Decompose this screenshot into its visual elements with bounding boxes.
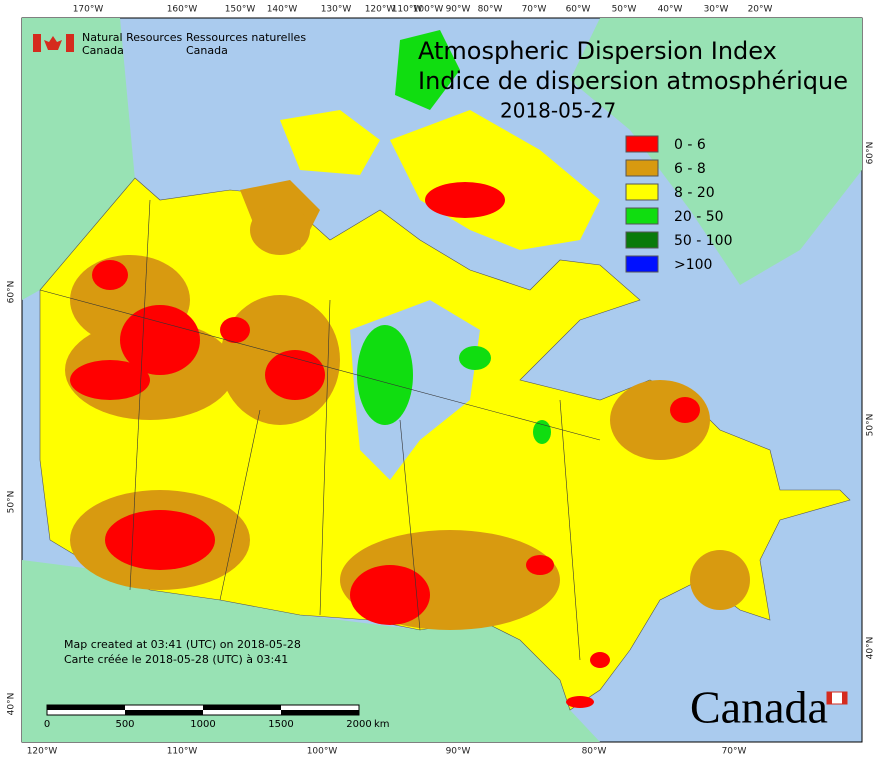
- scale-segment: [203, 705, 281, 710]
- title: Atmospheric Dispersion Index: [418, 37, 777, 65]
- lon-label: 50°W: [612, 5, 637, 15]
- baffin-island: [390, 110, 600, 250]
- scale-bar: 0 500 1000 1500 2000 km: [44, 704, 390, 730]
- province-borders: [39, 199, 601, 661]
- maple-leaf: [44, 36, 62, 50]
- lon-label: 80°W: [478, 5, 503, 15]
- canada-wordmark: Canada: [690, 682, 828, 733]
- lon-label: 160°W: [167, 5, 198, 15]
- agency-en: Canada: [82, 44, 124, 57]
- legend-swatch: [625, 231, 659, 249]
- lon-label: 40°W: [658, 5, 683, 15]
- lon-label: 100°W: [413, 5, 444, 15]
- lon-label: 110°W: [167, 747, 198, 757]
- lon-label: 70°W: [722, 747, 747, 757]
- wordmark: Canada: [690, 682, 848, 733]
- arctic-island: [280, 110, 380, 175]
- legend-label: >100: [674, 257, 712, 273]
- lon-label: 70°W: [522, 5, 547, 15]
- footer: Map created at 03:41 (UTC) on 2018-05-28: [64, 638, 301, 651]
- scale-segment: [281, 710, 359, 715]
- title: Indice de dispersion atmosphérique: [418, 67, 848, 95]
- scale-segment: [47, 705, 125, 710]
- legend-swatch: [625, 135, 659, 153]
- lat-label: 40°N: [866, 637, 876, 660]
- red-zones: [70, 182, 700, 708]
- lon-label: 90°W: [446, 5, 471, 15]
- wordmark-flag: [827, 692, 832, 704]
- scale-label: 0: [44, 719, 50, 730]
- graticule-labels: 170°W 160°W 150°W 140°W 130°W 120°W110°W100°W…: [7, 5, 876, 757]
- scale-segment: [125, 710, 203, 715]
- legend-label: 6 - 8: [674, 161, 706, 177]
- map-frame: [21, 17, 863, 743]
- lat-label: 60°N: [866, 142, 876, 165]
- lat-label: 50°N: [7, 491, 17, 514]
- legend-label: 50 - 100: [674, 233, 733, 249]
- greenland: [570, 18, 862, 285]
- lon-label: 110°W: [392, 5, 423, 15]
- usa: [22, 560, 600, 742]
- lon-label: 20°W: [748, 5, 773, 15]
- lon-label: 130°W: [321, 5, 352, 15]
- legend-label: 8 - 20: [674, 185, 715, 201]
- lon-label: 150°W: [225, 5, 256, 15]
- legend-swatch: [625, 183, 659, 201]
- flag-bar: [66, 34, 74, 52]
- legend-label: 0 - 6: [674, 137, 706, 153]
- lon-label: 90°W: [446, 747, 471, 757]
- footer: Carte créée le 2018-05-28 (UTC) à 03:41: [64, 653, 288, 666]
- agency-fr: Ressources naturelles: [186, 31, 306, 44]
- wordmark-flag: [842, 692, 847, 704]
- legend-swatch: [625, 159, 659, 177]
- flag-bar: [33, 34, 41, 52]
- lon-label: 100°W: [307, 747, 338, 757]
- lat-label: 50°N: [866, 414, 876, 437]
- agency-signature: Natural Resources Canada Ressources natu…: [33, 31, 306, 57]
- legend-swatch: [625, 207, 659, 225]
- scale-label: 1500: [268, 719, 293, 730]
- alaska: [22, 18, 135, 300]
- lon-label: 60°W: [566, 5, 591, 15]
- green-zones: [357, 325, 551, 444]
- lat-label: 40°N: [7, 693, 17, 716]
- scale-unit: km: [374, 719, 390, 730]
- lon-label: 170°W: [73, 5, 104, 15]
- lon-label: 140°W: [267, 5, 298, 15]
- lat-label: 60°N: [7, 281, 17, 304]
- lon-label: 120°W: [27, 747, 58, 757]
- lon-label: 120°W: [365, 5, 396, 15]
- agency-en: Natural Resources: [82, 31, 183, 44]
- lon-label: 30°W: [704, 5, 729, 15]
- scale-label: 2000: [346, 719, 371, 730]
- scale-label: 1000: [190, 719, 215, 730]
- legend-label: 20 - 50: [674, 209, 724, 225]
- legend-swatch: [625, 255, 659, 273]
- legend: 0 - 6 6 - 8 8 - 20 20 - 50 50 - 100 >100: [625, 135, 733, 273]
- agency-fr: Canada: [186, 44, 228, 57]
- scale-label: 500: [115, 719, 134, 730]
- date: 2018-05-27: [500, 99, 616, 123]
- green-island: [395, 30, 460, 110]
- lon-label: 80°W: [582, 747, 607, 757]
